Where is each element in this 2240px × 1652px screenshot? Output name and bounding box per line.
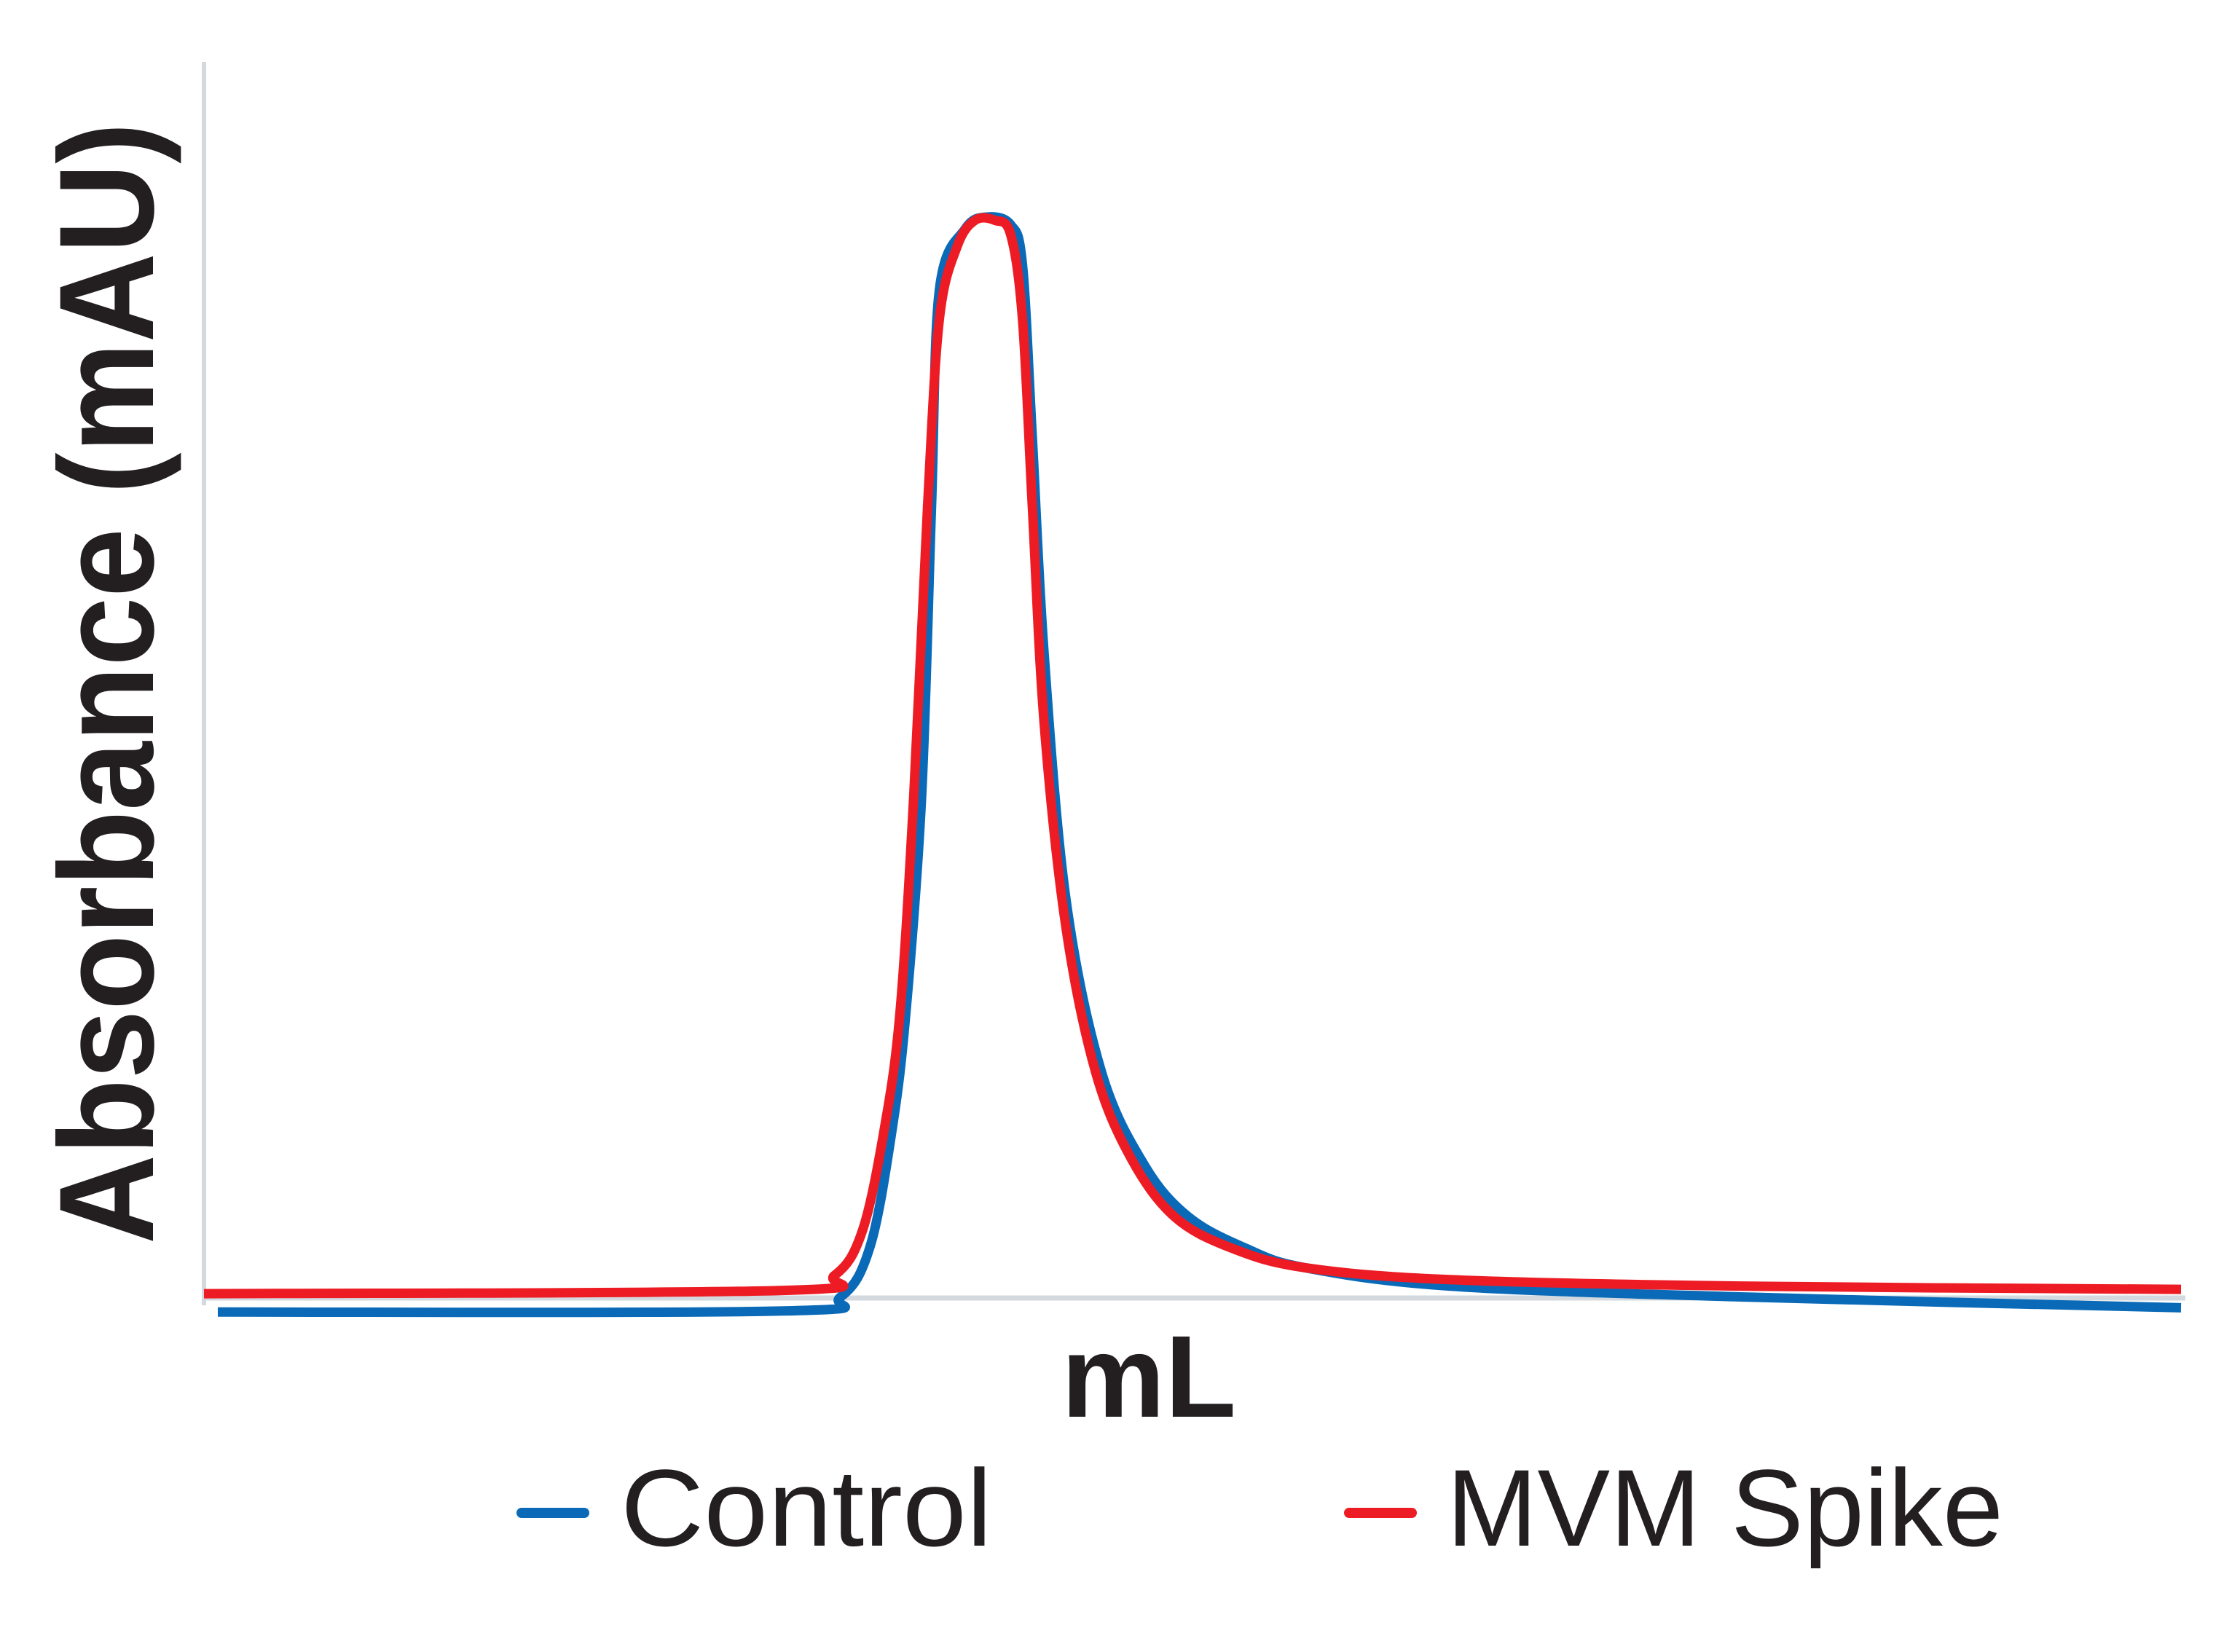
x-axis-label: mL: [1061, 1311, 1236, 1441]
legend-label-mvm-spike: MVM Spike: [1447, 1447, 2003, 1569]
legend: Control MVM Spike: [516, 1447, 2003, 1569]
legend-item-mvm-spike: MVM Spike: [1344, 1447, 2003, 1569]
series-line-control: [217, 212, 2182, 1318]
y-axis-label: Absorbance (mAU): [32, 122, 182, 1244]
series-layer: [203, 212, 2182, 1318]
legend-label-control: Control: [621, 1447, 992, 1569]
legend-item-control: Control: [516, 1447, 992, 1569]
series-line-mvm-spike: [203, 213, 2182, 1299]
